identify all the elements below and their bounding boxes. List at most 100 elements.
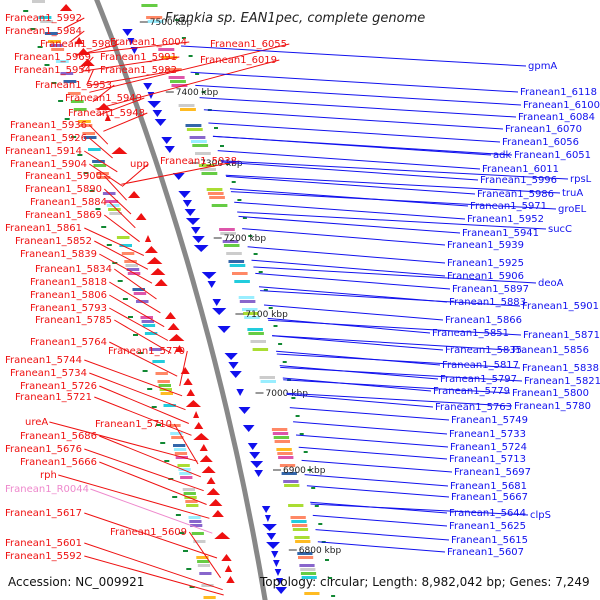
gene-label-right: adk [493,150,511,161]
gc-mark [151,406,157,408]
feature-block [147,20,164,23]
leader-line [221,161,479,181]
feature-block [281,472,297,475]
feature-block [79,124,93,127]
feature-block [220,232,236,235]
feature-block [290,516,306,519]
gc-mark [89,190,95,192]
gene-label-left: Franean1_5734 [10,368,87,379]
gene-label-left: Franean1_5861 [5,223,82,234]
gc-mark [137,352,143,354]
reverse-gene-arrow [250,461,264,468]
feature-block [201,172,218,175]
gene-label-right: Franean1_5763 [435,402,512,413]
feature-block [183,492,196,495]
reverse-gene-arrow [161,137,173,144]
leader-line [99,253,153,284]
leader-line [226,175,476,195]
gene-label-left: Franean1_5726 [20,381,97,392]
gc-mark [201,91,206,93]
feature-block [199,572,212,575]
leader-line [84,448,204,492]
leader-line [203,109,504,130]
feature-block [161,56,178,59]
gc-mark [220,145,224,147]
leader-line [247,246,446,264]
leader-line [99,385,189,424]
feature-block [55,60,69,63]
feature-block [97,176,111,179]
reverse-gene-arrow [271,551,279,558]
feature-block [228,260,245,263]
leader-line [114,319,172,354]
feature-block [126,268,140,271]
gene-label-left: Franean1_5592 [5,551,82,562]
gene-label-left: Franean1_5609 [110,527,187,538]
leader-line [258,286,448,303]
leader-line [253,266,537,284]
feature-block [283,480,299,483]
gene-label-left: Franean1_5617 [5,508,82,519]
feature-block [168,76,185,79]
gene-label-right: Franean1_5897 [452,284,529,295]
feature-block [173,444,186,447]
leader-line [267,317,431,334]
gc-mark [299,433,304,435]
feature-block [132,288,145,291]
leader-line [286,393,434,408]
leader-line [84,150,118,173]
gene-label-right: Franean1_5667 [451,492,528,503]
leader-line [86,69,180,87]
feature-block [109,212,122,215]
feature-block [297,552,313,555]
gene-label-left: Franean1_5936 [10,120,87,131]
feature-block [125,264,138,267]
feature-block [173,448,187,451]
leader-line [114,268,157,300]
leader-line [237,211,547,230]
gc-mark [225,163,230,165]
topology-label: Topology: circular; Length: 8,982,042 bp… [259,575,590,589]
leader-line [199,97,517,118]
gene-label-left: Franean1_5948 [68,108,145,119]
gene-label-right: Franean1_5733 [449,429,526,440]
feature-block [146,16,163,19]
feature-block [239,300,256,303]
reverse-gene-arrow [212,299,221,306]
reverse-gene-arrow [266,533,277,540]
forward-gene-arrow [206,488,221,495]
gc-mark [278,343,283,345]
feature-block [259,376,275,379]
feature-block [186,504,199,507]
gc-mark [101,226,107,228]
leader-line [220,160,569,180]
gene-label-right: rpsL [570,174,592,185]
forward-gene-arrow [183,378,193,385]
leader-line [255,272,451,290]
leader-line [90,488,213,534]
feature-block [294,536,310,539]
leader-line [84,542,223,591]
forward-gene-arrow [221,554,232,561]
feature-block [82,132,96,135]
reverse-gene-arrow [261,506,271,513]
feature-block [140,316,153,319]
feature-block [179,472,192,475]
feature-block [38,16,52,19]
reverse-gene-arrow [249,452,261,459]
reverse-gene-arrow [182,200,192,207]
forward-gene-arrow [186,389,195,396]
forward-gene-arrow [144,235,152,242]
reverse-gene-arrow [273,560,280,567]
gc-mark [231,181,236,183]
feature-block [44,32,58,35]
gene-label-left: Franean1_5954 [14,65,91,76]
leader-line [58,474,210,519]
feature-block [73,108,87,111]
leader-line [92,84,115,103]
gc-mark [142,370,148,372]
leader-line [84,359,183,397]
gene-label-right: Franean1_5871 [523,330,600,341]
gene-label-right: groEL [558,204,587,215]
